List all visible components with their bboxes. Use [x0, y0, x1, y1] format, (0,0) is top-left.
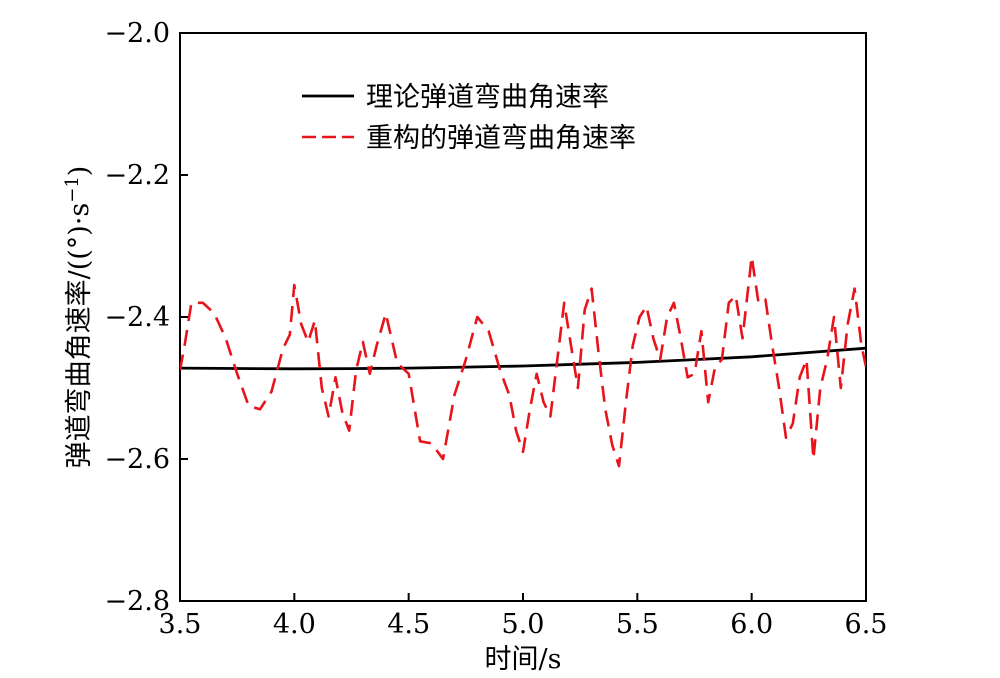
legend: 理论弹道弯曲角速率 重构的弹道弯曲角速率 [302, 82, 636, 154]
x-tick-label: 4.0 [273, 609, 316, 640]
x-tick-label: 5.0 [502, 609, 545, 640]
series-line-reconstructed [180, 255, 866, 468]
x-tick-label: 6.5 [845, 609, 888, 640]
axis-layer: 3.5 4.0 4.5 5.0 5.5 6.0 6.5 −2.8 −2.6 −2.4 −2.2 −2.… [104, 18, 887, 640]
y-axis-title-main: 弹道弯曲角速率/((°)·s [64, 203, 95, 469]
series-line-theory [180, 346, 866, 371]
y-tick-label: −2.6 [104, 444, 170, 475]
y-tick-label: −2.0 [104, 18, 170, 49]
x-tick-label: 5.5 [616, 609, 659, 640]
x-axis-title: 时间/s [485, 644, 562, 675]
x-tick-label: 6.0 [730, 609, 773, 640]
y-axis-title: 弹道弯曲角速率/((°)·s−1) [62, 166, 95, 469]
x-tick-label: 3.5 [159, 609, 202, 640]
x-tick-label: 4.5 [387, 609, 430, 640]
legend-label-reconstructed: 重构的弹道弯曲角速率 [366, 123, 636, 154]
legend-label-theory: 理论弹道弯曲角速率 [366, 82, 609, 113]
plot-border [179, 32, 867, 602]
series-layer [180, 255, 866, 468]
y-axis-title-tail: ) [64, 166, 95, 177]
y-tick-label: −2.8 [104, 586, 170, 617]
plot-frame [179, 32, 867, 602]
y-tick-label: −2.4 [104, 302, 170, 333]
y-tick-label: −2.2 [104, 160, 170, 191]
y-axis-title-superscript: −1 [62, 176, 83, 203]
